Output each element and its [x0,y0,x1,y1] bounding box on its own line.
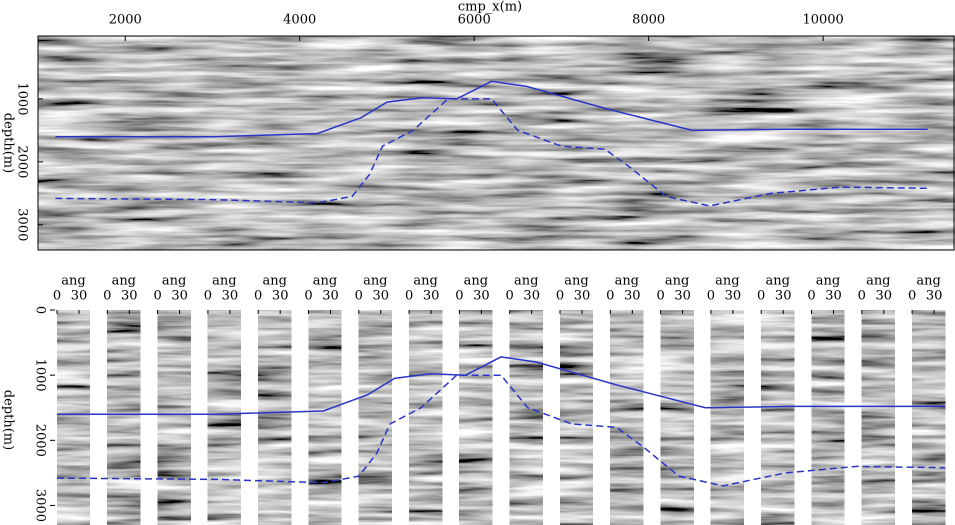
gather-image [560,310,593,525]
gather-image [710,310,744,525]
horizon [56,374,946,487]
gather-x-label: ang [715,274,739,289]
gather-image [861,310,895,525]
gather-x-tick-label: 30 [674,289,691,304]
gather-x-tick-label: 0 [757,289,765,304]
gather-x-tick-label: 30 [624,289,641,304]
y-tick-label: 0 [33,306,48,314]
horizon [55,98,928,207]
gather-image [509,310,543,525]
gather-image [258,310,292,525]
x-tick-label: 6000 [458,13,491,28]
gather-x-tick-label: 0 [455,289,463,304]
gather-image [157,310,191,525]
gather-x-tick-label: 30 [272,289,289,304]
gather-x-label: ang [615,274,639,289]
gather-x-tick-label: 0 [556,289,564,304]
gather-x-label: ang [212,274,236,289]
section-panel: cmp_x(m) depth(m) 2000 4000 6000 8000 10000 1… [1,0,955,251]
gather-x-tick-label: 30 [71,289,88,304]
x-axis-label: cmp_x(m) [458,0,522,15]
y-axis-label: depth(m) [1,113,16,173]
gather-x-label: ang [61,274,85,289]
gather-image [308,310,342,525]
gather-x-tick-label: 30 [121,289,138,304]
gather-x-tick-label: 30 [171,289,188,304]
x-tick-label: 10000 [802,13,843,28]
gather-x-label: ang [413,274,437,289]
gather-x-label: ang [765,274,789,289]
gather-x-tick-label: 0 [304,289,312,304]
x-tick-label: 2000 [109,13,142,28]
gather-x-tick-label: 0 [606,289,614,304]
gather-image [459,310,493,525]
y-tick-label: 1000 [15,82,30,115]
gather-image [660,310,694,525]
gather-x-tick-label: 0 [807,289,815,304]
gather-x-tick-label: 30 [222,289,239,304]
gather-x-tick-label: 30 [825,289,842,304]
gather-x-tick-label: 30 [322,289,339,304]
y-tick-label: 1000 [33,359,48,392]
gather-x-label: ang [916,274,940,289]
y-tick-label: 3000 [15,208,30,241]
gather-x-tick-label: 0 [858,289,866,304]
gather-x-tick-label: 30 [926,289,943,304]
gather-x-label: ang [363,274,387,289]
y-axis-label: depth(m) [1,390,16,450]
gather-image [761,310,795,525]
gather-x-tick-label: 0 [405,289,413,304]
y-tick-label: 2000 [33,424,48,457]
gather-x-label: ang [866,274,890,289]
gather-x-tick-label: 0 [656,289,664,304]
gather-x-label: ang [464,274,488,289]
x-tick-label: 4000 [283,13,316,28]
gather-x-tick-label: 0 [204,289,212,304]
panel-frame [37,35,955,251]
seismic-image [38,36,955,250]
gather-x-label: ang [313,274,337,289]
gather-x-tick-label: 30 [473,289,490,304]
gather-image [358,310,392,525]
gather-image [107,310,141,525]
gather-x-tick-label: 0 [355,289,363,304]
gather-x-tick-label: 30 [775,289,792,304]
gather-x-label: ang [564,274,588,289]
gather-x-tick-label: 0 [506,289,514,304]
gather-x-tick-label: 0 [707,289,715,304]
gather-x-label: ang [816,274,840,289]
gather-image [811,310,845,525]
gather-x-tick-label: 30 [725,289,742,304]
gather-x-tick-label: 30 [574,289,591,304]
y-tick-label: 3000 [33,489,48,522]
y-tick-label: 2000 [15,145,30,178]
gather-x-tick-label: 30 [523,289,540,304]
gather-x-label: ang [262,274,286,289]
gather-x-label: ang [665,274,689,289]
gather-image [610,310,644,525]
gather-x-tick-label: 0 [254,289,262,304]
x-tick-label: 8000 [632,13,665,28]
gather-x-label: ang [112,274,136,289]
gather-x-label: ang [162,274,186,289]
gather-image [409,310,443,525]
gather-x-tick-label: 0 [153,289,161,304]
gather-x-tick-label: 30 [373,289,390,304]
gather-x-tick-label: 0 [53,289,61,304]
gather-image [57,310,90,525]
gather-x-tick-label: 30 [876,289,893,304]
gather-x-tick-label: 0 [103,289,111,304]
gather-x-label: ang [514,274,538,289]
gather-image [912,310,946,525]
gather-x-tick-label: 0 [908,289,916,304]
gather-image [207,310,241,525]
gather-x-tick-label: 30 [423,289,440,304]
